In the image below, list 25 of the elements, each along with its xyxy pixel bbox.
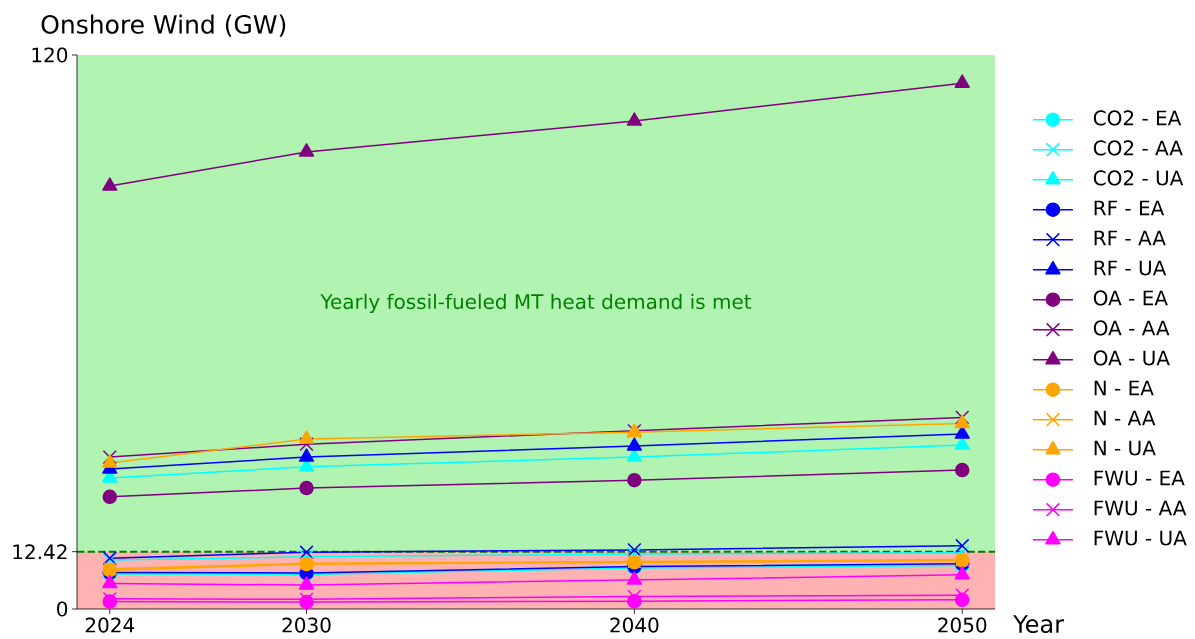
- y-axis-title: Onshore Wind (GW): [41, 14, 286, 37]
- y-tick-label: 12.42: [13, 544, 67, 560]
- legend-label: CO2 - EA: [1093, 110, 1182, 126]
- legend-label: OA - UA: [1093, 350, 1170, 366]
- legend-label: FWU - UA: [1094, 530, 1187, 546]
- legend-label: RF - UA: [1094, 260, 1167, 276]
- legend-label: N - AA: [1094, 410, 1156, 426]
- band-label: Yearly fossil-fueled MT heat demand is met: [320, 293, 752, 313]
- legend-label: FWU - AA: [1094, 500, 1187, 516]
- y-tick-label: 120: [32, 47, 68, 63]
- x-axis-title: Year: [1013, 615, 1065, 634]
- legend-label: N - EA: [1094, 380, 1154, 396]
- x-tick-label: 2050: [938, 617, 987, 633]
- legend-label: CO2 - UA: [1093, 170, 1184, 186]
- y-tick-label: 0: [57, 601, 68, 617]
- legend-label: OA - AA: [1093, 320, 1170, 336]
- legend-label: RF - AA: [1094, 230, 1166, 246]
- legend-label: FWU - EA: [1094, 470, 1185, 486]
- legend-label: CO2 - AA: [1093, 140, 1183, 156]
- legend-label: OA - EA: [1093, 290, 1168, 306]
- x-tick-label: 2030: [282, 617, 331, 633]
- x-tick-label: 2024: [85, 617, 135, 633]
- legend-label: N - UA: [1094, 440, 1156, 456]
- x-tick-label: 2040: [610, 617, 659, 633]
- legend-label: RF - EA: [1094, 200, 1165, 216]
